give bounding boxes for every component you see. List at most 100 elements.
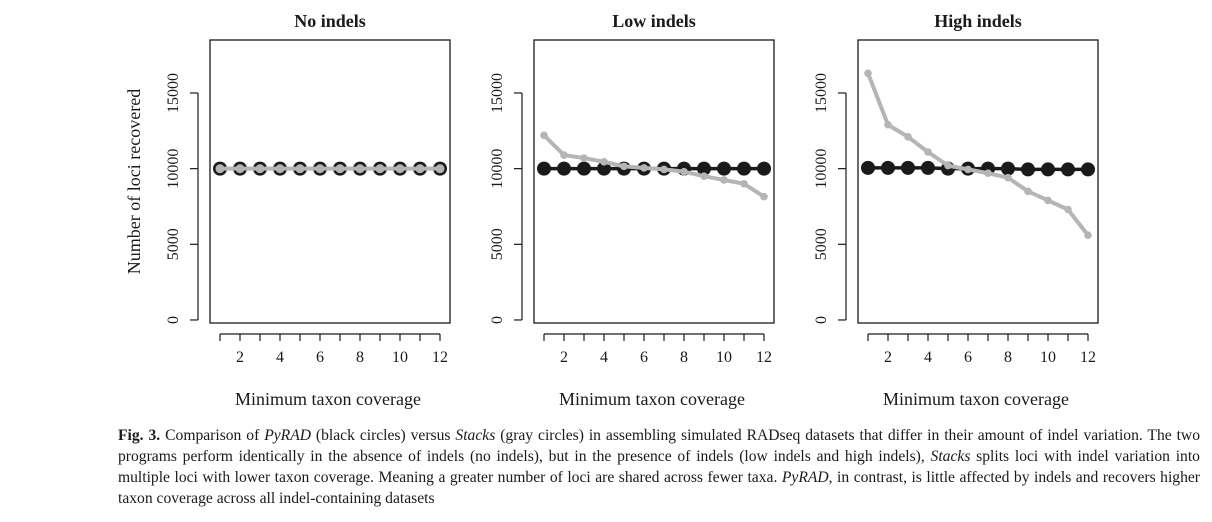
data-point-stacks (435, 164, 445, 174)
data-point-stacks (295, 164, 305, 174)
data-point-stacks (1044, 196, 1052, 205)
y-tick-label: 5000 (813, 228, 830, 260)
data-point-pyrad (757, 161, 771, 176)
data-point-stacks (275, 164, 285, 174)
caption-text-run: (black circles) versus (310, 427, 456, 444)
data-point-stacks (640, 164, 648, 172)
y-tick-label: 5000 (165, 228, 182, 260)
data-point-pyrad (1081, 162, 1095, 177)
y-tick-label: 15000 (489, 73, 506, 113)
x-tick-label: 12 (1080, 349, 1096, 366)
x-tick-label: 4 (276, 349, 284, 366)
panel-title: High indels (934, 11, 1022, 31)
x-tick-label: 8 (356, 349, 364, 366)
data-point-pyrad (901, 160, 915, 175)
panel-title: No indels (294, 11, 366, 31)
data-point-stacks (740, 179, 748, 188)
x-axis-title: Minimum taxon coverage (883, 389, 1069, 409)
x-tick-label: 2 (884, 349, 892, 366)
caption-text-run: Comparison of (160, 427, 265, 444)
x-tick-label: 12 (432, 349, 448, 366)
x-tick-label: 2 (560, 349, 568, 366)
x-tick-label: 6 (964, 349, 972, 366)
panel-title: Low indels (612, 11, 696, 31)
data-point-stacks (904, 133, 912, 141)
data-point-stacks (580, 154, 588, 162)
x-tick-label: 6 (316, 349, 324, 366)
caption-text-run: Stacks (455, 427, 496, 444)
y-tick-label: 10000 (813, 149, 830, 189)
data-point-stacks (680, 167, 688, 176)
data-point-stacks (1004, 173, 1012, 182)
series-line-stacks (542, 133, 766, 199)
data-point-pyrad (1041, 162, 1055, 177)
series-line-pyrad (868, 166, 1088, 172)
plot-frame (533, 39, 775, 324)
data-point-stacks (884, 120, 892, 129)
data-point-stacks (255, 164, 265, 174)
caption-text-run: , in contrast, is little affected by ind… (118, 469, 1200, 507)
data-point-pyrad (1001, 161, 1015, 176)
y-tick-label: 10000 (165, 149, 182, 189)
caption-text-run: Stacks (930, 448, 971, 465)
data-point-pyrad (861, 160, 875, 175)
x-tick-label: 10 (716, 349, 732, 366)
data-point-pyrad (737, 161, 751, 176)
series-line-stacks (866, 72, 1090, 237)
data-point-stacks (395, 164, 405, 174)
caption-body: Comparison of PyRAD (black circles) vers… (118, 427, 1200, 507)
x-tick-label: 4 (600, 349, 608, 366)
data-point-pyrad (557, 161, 571, 176)
data-point-stacks (1084, 231, 1092, 240)
data-point-pyrad (881, 160, 895, 175)
data-point-stacks (1024, 187, 1032, 196)
y-tick-label: 10000 (489, 149, 506, 189)
x-tick-label: 12 (756, 349, 772, 366)
data-point-pyrad (1021, 162, 1035, 177)
data-point-stacks (1064, 205, 1072, 214)
data-point-stacks (540, 131, 548, 140)
data-point-stacks (660, 165, 668, 174)
x-tick-label: 4 (924, 349, 932, 366)
data-point-stacks (620, 162, 628, 171)
data-point-stacks (215, 164, 225, 174)
x-tick-label: 10 (1040, 349, 1056, 366)
data-point-stacks (944, 161, 952, 170)
y-tick-label: 0 (813, 316, 830, 324)
data-point-stacks (335, 164, 345, 174)
caption-label: Fig. 3. (118, 427, 161, 444)
data-point-stacks (760, 192, 768, 201)
x-tick-label: 2 (236, 349, 244, 366)
data-point-stacks (700, 172, 708, 181)
data-point-pyrad (537, 161, 551, 176)
data-point-stacks (375, 164, 385, 174)
chart-panel: No indels 0 5000 10000 15000 2 4 6 8 10 12 Minimum … (124, 11, 451, 409)
data-point-stacks (355, 164, 365, 174)
data-point-pyrad (1061, 162, 1075, 177)
chart-panel: Low indels 0 5000 10000 15000 2 4 6 8 10 12 Minimum… (489, 11, 775, 409)
caption-text-run: PyRAD (781, 469, 829, 486)
data-point-stacks (924, 148, 932, 156)
data-point-pyrad (597, 161, 611, 176)
data-point-stacks (415, 164, 425, 174)
data-point-pyrad (717, 161, 731, 176)
x-tick-label: 6 (640, 349, 648, 366)
data-point-stacks (315, 164, 325, 174)
data-point-stacks (560, 151, 568, 159)
x-tick-label: 8 (1004, 349, 1012, 366)
data-point-stacks (864, 69, 872, 78)
y-axis-title: Number of loci recovered (124, 89, 144, 274)
y-tick-label: 15000 (165, 73, 182, 113)
caption-text-run: PyRAD (264, 427, 311, 444)
plot-frame (857, 39, 1099, 324)
data-point-stacks (600, 158, 608, 166)
x-axis-title: Minimum taxon coverage (559, 389, 745, 409)
data-point-stacks (235, 164, 245, 174)
x-tick-label: 8 (680, 349, 688, 366)
caption-text-run: splits loci with indel variation into mu… (118, 448, 1200, 486)
data-point-stacks (984, 169, 992, 177)
y-tick-label: 0 (165, 316, 182, 324)
chart-panel: High indels 0 5000 10000 15000 2 4 6 8 10 12 Minimu… (813, 11, 1099, 409)
data-point-pyrad (921, 160, 935, 175)
figure: No indels 0 5000 10000 15000 2 4 6 8 10 12 Minimum … (124, 11, 1099, 409)
